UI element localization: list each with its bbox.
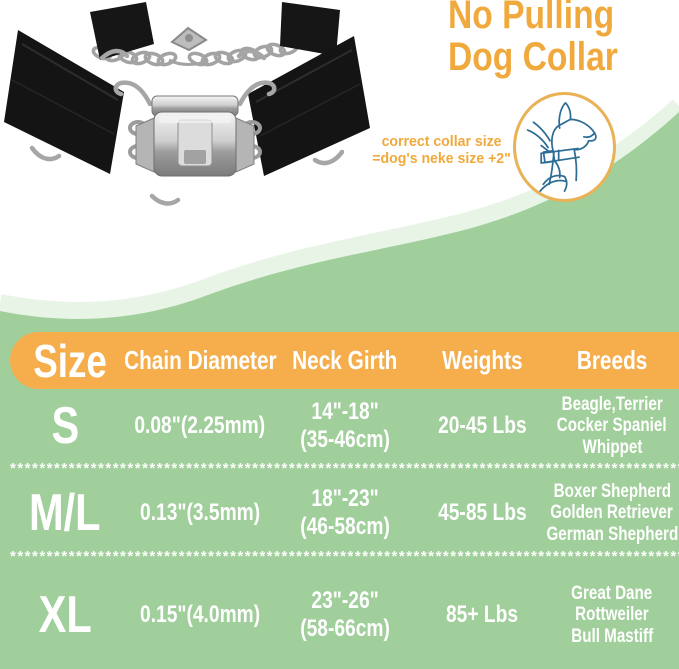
header-chain-diameter: Chain Diameter bbox=[123, 345, 277, 375]
cell-neck-girth: 14"-18" (35-46cm) bbox=[270, 389, 420, 463]
headline-line2: Dog Collar bbox=[448, 35, 618, 79]
breed-line: Cocker Spaniel bbox=[557, 415, 667, 437]
header-weights: Weights bbox=[442, 345, 523, 375]
breed-line: German Shepherd bbox=[546, 523, 678, 545]
neck-girth-inches: 14"-18" bbox=[311, 398, 379, 425]
right-webbing-tab bbox=[280, 2, 340, 56]
cell-breeds: Boxer Shepherd Golden Retriever German S… bbox=[545, 475, 679, 551]
cell-breeds: Beagle,Terrier Cocker Spaniel Whippet bbox=[545, 389, 679, 463]
neck-girth-inches: 23"-26" bbox=[311, 587, 379, 614]
cell-chain-diameter: 0.15"(4.0mm) bbox=[139, 601, 261, 628]
cell-weights: 20-45 Lbs bbox=[438, 412, 527, 439]
cell-chain-diameter: 0.08"(2.25mm) bbox=[134, 412, 266, 439]
cell-neck-girth: 18"-23" (46-58cm) bbox=[270, 475, 420, 551]
nylon-straps bbox=[4, 30, 370, 176]
breed-line: Whippet bbox=[582, 436, 642, 458]
row-separator: ****************************************… bbox=[10, 463, 679, 475]
header-size: Size bbox=[33, 334, 107, 387]
cell-weights: 45-85 Lbs bbox=[438, 499, 527, 526]
neck-girth-inches: 18"-23" bbox=[311, 485, 379, 512]
prong-hooks bbox=[29, 48, 345, 206]
cell-weights: 85+ Lbs bbox=[446, 601, 519, 628]
neck-girth-cm: (35-46cm) bbox=[300, 426, 390, 453]
breed-line: Beagle,Terrier bbox=[561, 393, 663, 415]
size-table: Size Chain Diameter Neck Girth Weights B… bbox=[0, 332, 679, 667]
chain-swivel bbox=[170, 26, 208, 52]
cell-neck-girth: 23"-26" (58-66cm) bbox=[270, 563, 420, 667]
table-row-s: S 0.08"(2.25mm) 14"-18" (35-46cm) 20-45 … bbox=[0, 389, 679, 463]
left-webbing-tab bbox=[90, 2, 154, 60]
header-neck-girth: Neck Girth bbox=[292, 345, 398, 375]
metal-buckle bbox=[135, 95, 255, 177]
cell-size: M/L bbox=[29, 484, 101, 542]
cell-size: S bbox=[51, 397, 79, 455]
neck-girth-cm: (58-66cm) bbox=[300, 615, 390, 642]
measuring-guide-circle bbox=[513, 92, 616, 202]
neck-girth-cm: (46-58cm) bbox=[300, 513, 390, 540]
sizing-note-line1: correct collar size bbox=[381, 133, 502, 150]
breed-line: Great Dane bbox=[571, 582, 653, 604]
breed-line: Rottweiler bbox=[575, 604, 649, 626]
headline-line1: No Pulling bbox=[448, 0, 615, 37]
header-breeds: Breeds bbox=[576, 345, 648, 375]
breed-line: Boxer Shepherd bbox=[553, 480, 671, 502]
headline: No Pulling Dog Collar bbox=[448, 0, 618, 78]
chain-links bbox=[91, 40, 300, 67]
cell-chain-diameter: 0.13"(3.5mm) bbox=[139, 499, 261, 526]
cell-size: XL bbox=[38, 586, 92, 644]
breed-line: Golden Retriever bbox=[550, 502, 674, 524]
cell-breeds: Great Dane Rottweiler Bull Mastiff bbox=[545, 563, 679, 667]
row-separator: ****************************************… bbox=[10, 551, 679, 563]
table-row-xl: XL 0.15"(4.0mm) 23"-26" (58-66cm) 85+ Lb… bbox=[0, 563, 679, 667]
table-header: Size Chain Diameter Neck Girth Weights B… bbox=[10, 332, 679, 389]
sizing-note: correct collar size =dog's neke size +2" bbox=[372, 133, 511, 167]
dog-neck-measuring-icon bbox=[526, 101, 597, 193]
breed-line: Bull Mastiff bbox=[571, 625, 653, 647]
table-row-ml: M/L 0.13"(3.5mm) 18"-23" (46-58cm) 45-85… bbox=[0, 475, 679, 551]
sizing-note-line2: =dog's neke size +2" bbox=[372, 150, 511, 167]
collar-product-photo bbox=[4, 2, 370, 206]
